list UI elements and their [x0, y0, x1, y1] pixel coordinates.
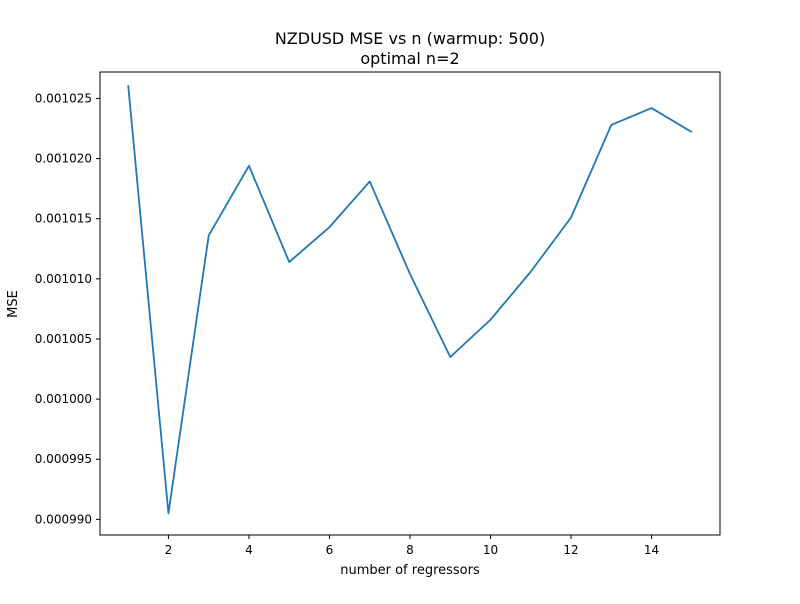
- x-tick-label: 10: [483, 543, 498, 557]
- x-axis-label: number of regressors: [340, 563, 480, 578]
- y-tick-label: 0.001010: [35, 272, 92, 286]
- y-tick-label: 0.001020: [35, 152, 92, 166]
- x-tick-label: 6: [326, 543, 334, 557]
- chart-subtitle: optimal n=2: [360, 49, 459, 68]
- x-tick-label: 8: [406, 543, 414, 557]
- x-tick-label: 2: [165, 543, 173, 557]
- series-line: [128, 85, 692, 513]
- y-axis: 0.000990 0.000995 0.001000 0.001005 0.001010…: [35, 91, 100, 526]
- x-axis: 2 4 6 8 10 12 14: [165, 535, 660, 557]
- x-tick-label: 14: [644, 543, 659, 557]
- y-tick-label: 0.001000: [35, 392, 92, 406]
- y-tick-label: 0.000995: [35, 452, 92, 466]
- series-layer: [128, 85, 692, 513]
- y-tick-label: 0.001005: [35, 332, 92, 346]
- y-tick-label: 0.001015: [35, 212, 92, 226]
- y-tick-label: 0.000990: [35, 512, 92, 526]
- y-axis-label: MSE: [6, 290, 21, 318]
- x-tick-label: 4: [245, 543, 253, 557]
- y-tick-label: 0.001025: [35, 91, 92, 105]
- x-tick-label: 12: [563, 543, 578, 557]
- plot-area-frame: [100, 72, 720, 535]
- chart-title: NZDUSD MSE vs n (warmup: 500): [275, 29, 545, 48]
